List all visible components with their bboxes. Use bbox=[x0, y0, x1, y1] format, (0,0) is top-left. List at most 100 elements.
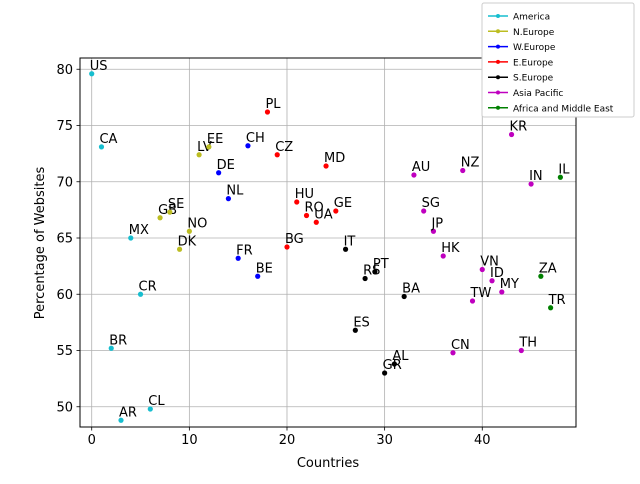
data-point-ba bbox=[401, 293, 407, 300]
y-tick-label: 80 bbox=[56, 63, 73, 78]
point-label-de: DE bbox=[217, 158, 235, 173]
legend-label: N.Europe bbox=[513, 28, 555, 38]
point-label-cz: CZ bbox=[275, 140, 293, 155]
y-tick-label: 65 bbox=[56, 232, 73, 247]
y-tick-label: 55 bbox=[56, 344, 73, 359]
x-tick-label: 0 bbox=[88, 433, 96, 448]
point-label-jp: JP bbox=[430, 216, 443, 231]
data-point-pt bbox=[372, 269, 378, 275]
data-point-se bbox=[167, 209, 173, 215]
data-point-in bbox=[528, 181, 534, 187]
data-point-ch bbox=[245, 143, 251, 149]
legend-frame bbox=[481, 2, 635, 118]
data-point-fr bbox=[235, 255, 241, 261]
data-point-hk bbox=[440, 253, 446, 259]
data-point-ar bbox=[118, 417, 124, 423]
x-tick-label: 40 bbox=[474, 433, 491, 448]
legend-marker bbox=[496, 105, 500, 110]
point-label-ro: RO bbox=[305, 201, 324, 216]
data-point-pl bbox=[264, 109, 271, 115]
point-label-sg: SG bbox=[422, 196, 440, 211]
legend-label: S.Europe bbox=[513, 74, 554, 84]
point-label-it: IT bbox=[344, 234, 356, 249]
y-tick-label: 60 bbox=[56, 288, 73, 303]
data-point-th bbox=[518, 347, 524, 354]
point-label-no: NO bbox=[187, 216, 207, 231]
data-point-nz bbox=[460, 167, 466, 174]
data-point-za bbox=[538, 273, 544, 279]
data-point-kr bbox=[508, 131, 515, 138]
data-point-cn bbox=[450, 350, 456, 356]
x-tick-label: 10 bbox=[181, 433, 198, 448]
data-point-ee bbox=[206, 144, 212, 150]
point-label-mx: MX bbox=[129, 223, 149, 238]
point-label-fr: FR bbox=[236, 243, 253, 258]
data-point-br bbox=[108, 345, 114, 351]
data-point-sg bbox=[421, 208, 427, 214]
point-label-nl: NL bbox=[226, 184, 244, 199]
legend-label: Africa and Middle East bbox=[513, 104, 614, 114]
point-label-id: ID bbox=[490, 266, 504, 281]
x-tick-label: 20 bbox=[279, 433, 296, 448]
point-label-md: MD bbox=[324, 151, 345, 166]
legend-items: America N.Europe W.Europe E.Europe S.Europe A… bbox=[488, 13, 614, 114]
data-point-rs bbox=[362, 275, 368, 282]
point-label-us: US bbox=[90, 59, 108, 74]
legend-marker bbox=[496, 90, 500, 95]
data-point-no bbox=[186, 228, 192, 234]
data-point-gr bbox=[382, 370, 388, 376]
point-label-ca: CA bbox=[99, 132, 117, 147]
legend-label: Asia Pacific bbox=[513, 89, 563, 99]
y-tick-label: 50 bbox=[56, 400, 73, 415]
data-point-mx bbox=[128, 235, 134, 241]
point-label-cn: CN bbox=[451, 338, 470, 353]
point-label-my: MY bbox=[500, 277, 519, 292]
point-label-hk: HK bbox=[441, 241, 460, 256]
point-label-gb: GB bbox=[158, 203, 177, 218]
point-label-cl: CL bbox=[148, 394, 165, 409]
point-label-ba: BA bbox=[402, 282, 420, 297]
y-tick-label: 75 bbox=[56, 119, 73, 134]
point-label-vn: VN bbox=[480, 255, 499, 270]
point-label-es: ES bbox=[353, 315, 369, 330]
legend-marker bbox=[496, 29, 500, 34]
data-point-my bbox=[499, 289, 505, 295]
point-label-be: BE bbox=[256, 261, 273, 276]
point-label-za: ZA bbox=[539, 261, 557, 276]
data-point-gb bbox=[157, 215, 163, 221]
point-label-hu: HU bbox=[295, 187, 314, 202]
point-label-lv: LV bbox=[197, 140, 212, 155]
data-point-id bbox=[489, 278, 495, 284]
data-point-ge bbox=[333, 208, 339, 214]
legend-marker bbox=[496, 14, 500, 18]
point-label-tr: TR bbox=[548, 293, 566, 308]
data-point-ca bbox=[98, 144, 105, 150]
legend-label: E.Europe bbox=[513, 58, 554, 68]
point-label-au: AU bbox=[412, 160, 430, 175]
point-label-ar: AR bbox=[119, 405, 137, 420]
legend-marker bbox=[496, 44, 500, 49]
point-label-ua: UA bbox=[314, 207, 333, 222]
point-label-pl: PL bbox=[265, 97, 281, 112]
point-label-kr: KR bbox=[510, 120, 528, 135]
legend: America N.Europe W.Europe E.Europe S.Europe A… bbox=[481, 2, 635, 118]
data-point-jp bbox=[430, 228, 437, 234]
plot-frame bbox=[79, 57, 577, 428]
data-point-bg bbox=[284, 244, 290, 250]
data-point-ro bbox=[303, 212, 310, 219]
data-point-vn bbox=[479, 266, 485, 273]
data-point-md bbox=[323, 163, 329, 169]
axis-ticks: 0 10 20 30 40 50 55 60 65 70 75 80 bbox=[56, 63, 490, 448]
data-point-cr bbox=[137, 291, 144, 297]
point-label-pt: PT bbox=[373, 257, 389, 272]
data-point-de bbox=[216, 170, 222, 176]
data-point-ua bbox=[313, 219, 319, 225]
point-label-br: BR bbox=[109, 333, 127, 348]
point-label-il: IL bbox=[558, 162, 570, 177]
legend-marker bbox=[496, 59, 500, 64]
point-label-ch: CH bbox=[246, 131, 265, 146]
data-point-it bbox=[342, 246, 349, 252]
